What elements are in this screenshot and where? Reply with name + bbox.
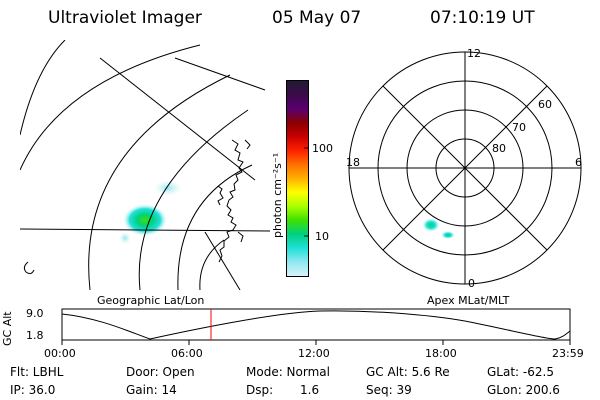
coastline	[237, 231, 244, 243]
geo-longitude-info: GLon: 200.6	[487, 383, 560, 397]
coastline	[217, 185, 224, 206]
gain-info: Gain: 14	[126, 383, 177, 397]
meridian-line	[99, 57, 256, 181]
latitude-arc	[88, 74, 231, 290]
coastline	[218, 139, 244, 263]
gc-altitude-info: GC Alt: 5.6 Re	[366, 365, 450, 379]
mlt-label-0: 0	[468, 277, 475, 290]
latitude-arc	[20, 44, 201, 171]
time-tick-label: 12:00	[298, 347, 330, 360]
colorbar	[286, 80, 309, 277]
altitude-ylabel: GC Alt	[1, 311, 14, 346]
time-tick-label: 18:00	[425, 347, 457, 360]
colorbar-tick-label: 100	[312, 142, 333, 155]
time-tick-label: 06:00	[171, 347, 203, 360]
colorbar-tick-label: 10	[315, 230, 329, 243]
time-label: 07:10:19 UT	[430, 8, 535, 28]
aurora-patch	[154, 180, 182, 196]
instrument-title: Ultraviolet Imager	[48, 8, 202, 28]
filter-info: Flt: LBHL	[10, 365, 64, 379]
altitude-ytick: 1.8	[26, 329, 44, 342]
latitude-arc	[199, 239, 225, 290]
mlt-label-18: 18	[346, 156, 360, 169]
meridian-line	[174, 57, 266, 91]
ip-info: IP: 36.0	[10, 383, 56, 397]
latitude-arc	[138, 109, 249, 290]
lat-label-80: 80	[492, 142, 506, 155]
time-tick-label: 00:00	[44, 347, 76, 360]
lat-label-70: 70	[512, 121, 526, 134]
aurora-patch	[119, 232, 131, 244]
door-info: Door: Open	[126, 365, 195, 379]
latitude-arc	[20, 40, 66, 136]
aurora-main-spot	[123, 204, 167, 236]
date-label: 05 May 07	[272, 8, 362, 28]
geographic-panel-label: Geographic Lat/Lon	[97, 294, 205, 307]
mlt-label-12: 12	[467, 47, 481, 60]
dsp-label: Dsp:	[246, 383, 274, 397]
aurora-patch	[441, 231, 455, 239]
altitude-plot-frame	[61, 308, 571, 341]
coastline	[23, 261, 35, 275]
time-tick-label: 23:59	[552, 347, 584, 360]
meridian-line	[204, 231, 241, 290]
altitude-ytick: 9.0	[26, 307, 44, 320]
dsp-value: 1.6	[300, 383, 320, 397]
coastline	[244, 139, 251, 150]
polar-diagonal	[382, 85, 548, 251]
lat-label-60: 60	[538, 98, 552, 111]
mode-info: Mode: Normal	[246, 365, 330, 379]
polar-panel-label: Apex MLat/MLT	[427, 294, 510, 307]
geo-latitude-info: GLat: -62.5	[487, 365, 554, 379]
latitude-arc	[177, 164, 253, 290]
sequence-info: Seq: 39	[366, 383, 412, 397]
aurora-spot	[422, 218, 440, 232]
altitude-curve	[61, 310, 571, 340]
mlt-label-6: 6	[575, 156, 582, 169]
meridian-line	[20, 228, 271, 232]
